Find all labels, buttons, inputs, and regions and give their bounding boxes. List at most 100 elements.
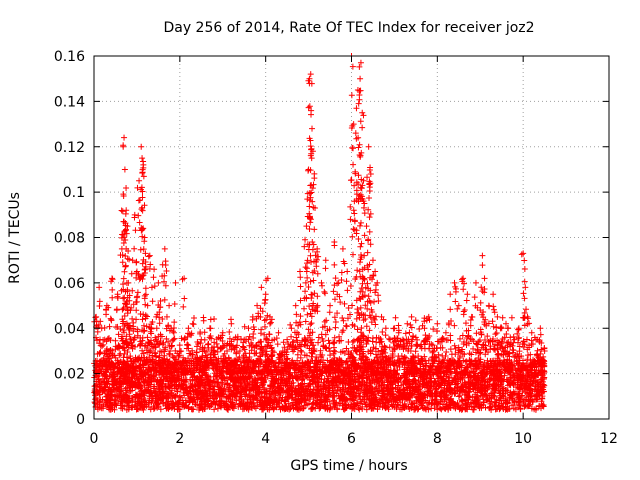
data-point [325, 391, 332, 398]
data-point [280, 382, 287, 389]
data-point [412, 317, 419, 324]
data-point [538, 346, 545, 353]
data-point [434, 328, 441, 335]
data-point [318, 386, 325, 393]
data-point [190, 315, 197, 322]
data-point [510, 402, 517, 409]
data-point [209, 364, 216, 371]
data-point [537, 331, 544, 338]
data-points [91, 53, 548, 413]
data-point [420, 338, 427, 345]
data-point [406, 329, 413, 336]
data-point [205, 340, 212, 347]
data-point [197, 330, 204, 337]
data-point [432, 379, 439, 386]
data-point [92, 400, 99, 407]
data-point [241, 323, 248, 330]
data-point [417, 401, 424, 408]
data-point [481, 359, 488, 366]
data-point [200, 317, 207, 324]
data-point [511, 399, 518, 406]
data-point [263, 316, 270, 323]
data-point [226, 328, 233, 335]
data-point [332, 324, 339, 331]
data-point [290, 338, 297, 345]
data-point [298, 348, 305, 355]
data-point [91, 382, 98, 389]
data-point [487, 376, 494, 383]
data-point [181, 392, 188, 399]
data-point [234, 342, 241, 349]
data-point [112, 337, 119, 344]
data-point [400, 355, 407, 362]
data-point [379, 378, 386, 385]
data-point [363, 406, 370, 413]
data-point [369, 335, 376, 342]
grid [94, 56, 609, 419]
data-point [447, 346, 454, 353]
data-point [298, 380, 305, 387]
data-point [327, 352, 334, 359]
data-point [409, 332, 416, 339]
data-point [463, 364, 470, 371]
data-point [446, 373, 453, 380]
data-point [523, 336, 530, 343]
data-point [459, 332, 466, 339]
data-point [432, 396, 439, 403]
data-point [538, 395, 545, 402]
data-point [323, 317, 330, 324]
data-point [443, 349, 450, 356]
data-point [456, 335, 463, 342]
data-point [151, 383, 158, 390]
data-point [323, 378, 330, 385]
data-point [503, 330, 510, 337]
data-point [176, 342, 183, 349]
data-point [211, 315, 218, 322]
data-point [392, 314, 399, 321]
data-point [425, 400, 432, 407]
data-point [343, 323, 350, 330]
data-point [364, 337, 371, 344]
data-point [307, 321, 314, 328]
data-point [211, 406, 218, 413]
data-point [425, 388, 432, 395]
data-point [178, 335, 185, 342]
data-point [430, 326, 437, 333]
data-point [492, 398, 499, 405]
data-point [334, 405, 341, 412]
data-point [281, 344, 288, 351]
data-point [207, 377, 214, 384]
data-point [512, 406, 519, 413]
data-point [429, 397, 436, 404]
data-point [228, 399, 235, 406]
data-point [399, 396, 406, 403]
data-point [284, 355, 291, 362]
data-point [460, 357, 467, 364]
data-point [520, 357, 527, 364]
data-point [385, 335, 392, 342]
data-point [287, 321, 294, 328]
data-point [531, 371, 538, 378]
data-point [139, 347, 146, 354]
data-point [343, 322, 350, 329]
data-point [207, 316, 214, 323]
data-point [462, 397, 469, 404]
data-point [123, 406, 130, 413]
data-point [106, 323, 113, 330]
data-point [451, 342, 458, 349]
data-point [455, 393, 462, 400]
data-point [496, 397, 503, 404]
data-point [395, 353, 402, 360]
data-point [415, 405, 422, 412]
data-point [337, 400, 344, 407]
data-point [190, 321, 197, 328]
data-point [404, 340, 411, 347]
data-point [416, 325, 423, 332]
data-point [294, 337, 301, 344]
data-point [524, 403, 531, 410]
data-point [266, 320, 273, 327]
data-point [325, 337, 332, 344]
data-point [439, 335, 446, 342]
data-point [294, 351, 301, 358]
